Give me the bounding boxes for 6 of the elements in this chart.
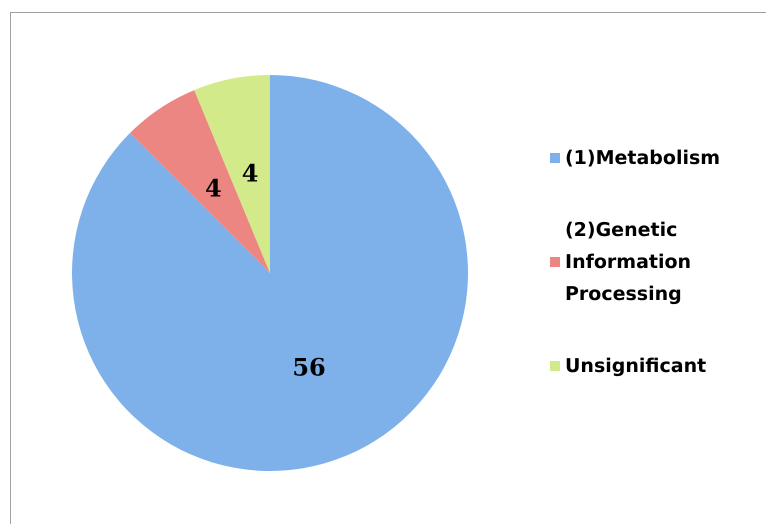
data-label: 4: [242, 158, 258, 188]
legend-label: (2)Genetic Information Processing: [565, 219, 698, 305]
data-label: 4: [204, 174, 222, 203]
data-label: 56: [292, 352, 326, 382]
legend-label: (1)Metabolism: [565, 147, 720, 169]
legend-label: Unsignificant: [565, 355, 706, 377]
